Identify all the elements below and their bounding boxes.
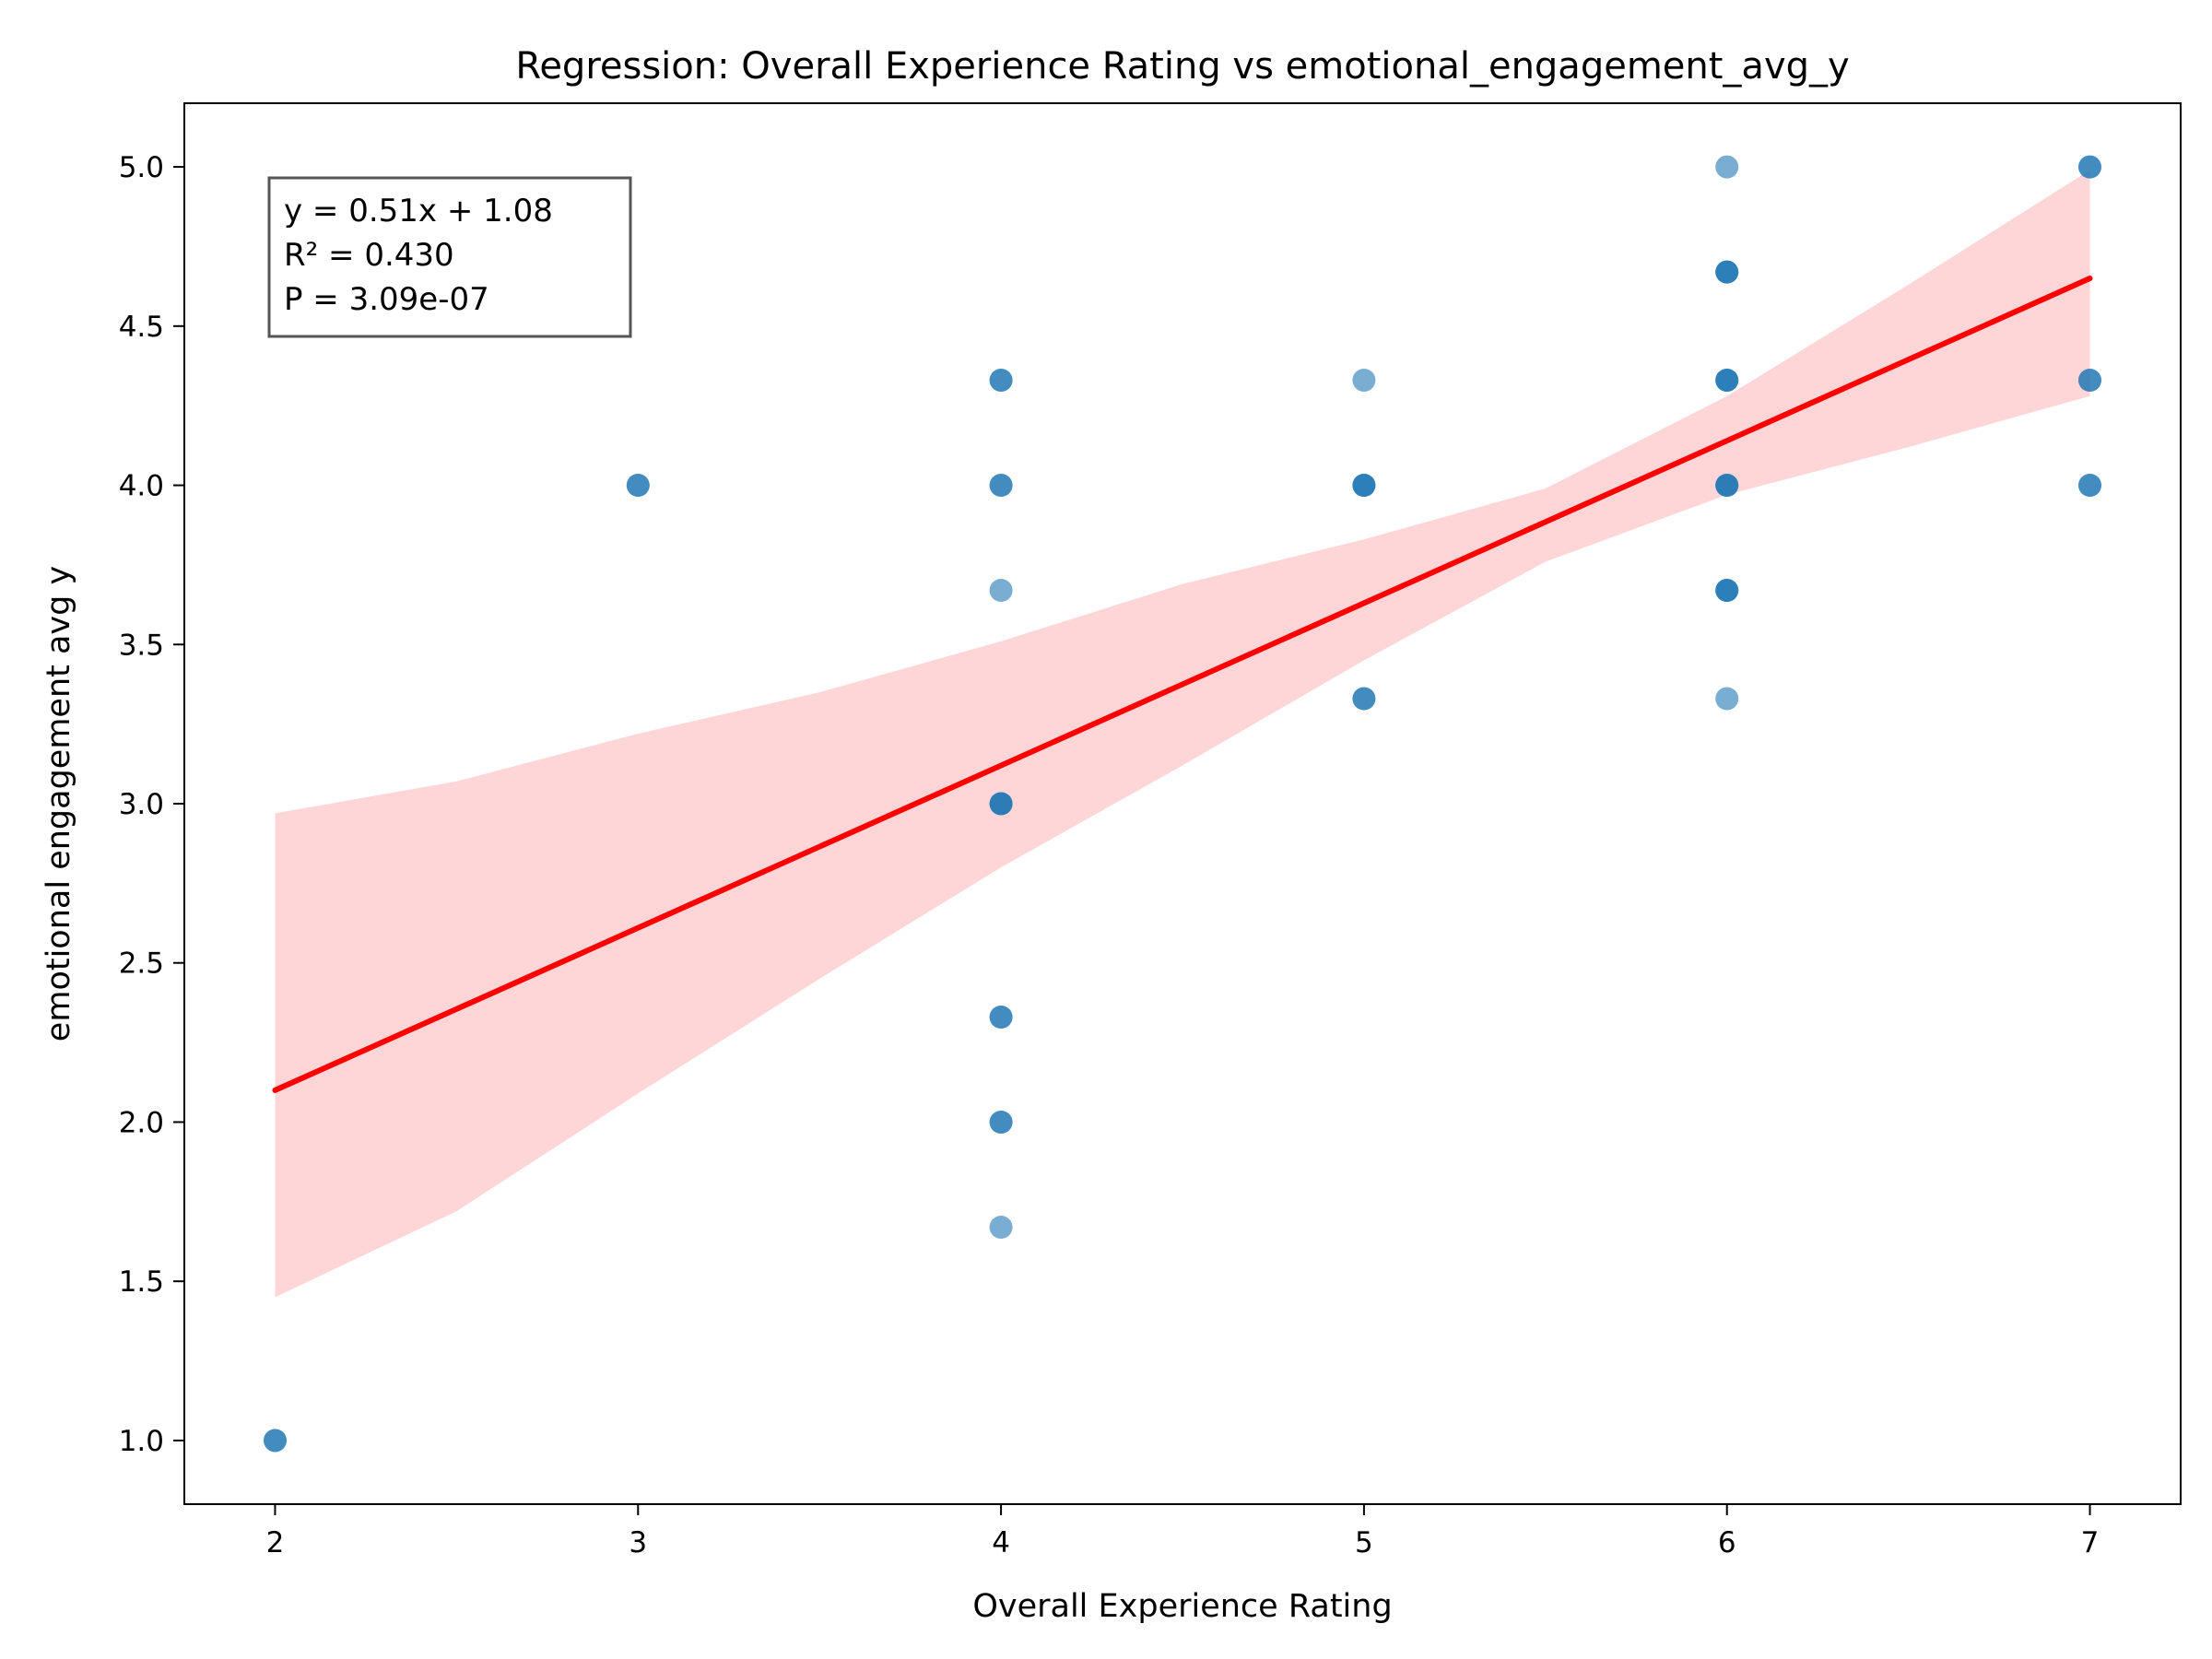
x-tick-label: 5	[1355, 1526, 1373, 1559]
confidence-band	[275, 170, 2090, 1298]
scatter-point	[264, 1429, 287, 1453]
scatter-point	[2078, 155, 2101, 179]
scatter-point	[1715, 155, 1739, 179]
scatter-point	[626, 474, 650, 497]
y-tick-label: 1.5	[119, 1265, 164, 1299]
y-tick-label: 1.0	[119, 1425, 164, 1458]
scatter-point	[989, 1111, 1013, 1134]
p-value: P = 3.09e-07	[284, 281, 489, 318]
scatter-point	[1352, 369, 1376, 392]
r-squared-value: R² = 0.430	[284, 237, 454, 274]
stats-box-frame	[267, 176, 632, 338]
scatter-point	[1352, 474, 1376, 497]
scatter-point	[989, 369, 1013, 392]
chart-title: Regression: Overall Experience Rating vs…	[515, 45, 1849, 88]
y-axis-ticks: 1.0 1.5 2.0 2.5 3.0 3.5 4.0 4.5 5.0	[119, 151, 184, 1458]
y-tick-label: 2.0	[119, 1106, 164, 1139]
y-tick-label: 3.0	[119, 788, 164, 821]
scatter-point	[989, 792, 1013, 816]
x-tick-label: 4	[992, 1526, 1010, 1559]
y-axis-label: emotional engagement avg y	[41, 566, 77, 1041]
x-tick-label: 2	[266, 1526, 285, 1559]
regression-equation: y = 0.51x + 1.08	[284, 193, 553, 229]
scatter-points-layer	[264, 155, 2101, 1453]
scatter-point	[989, 1216, 1013, 1239]
scatter-point	[1715, 369, 1739, 392]
regression-line-layer	[272, 276, 2093, 1093]
scatter-point	[989, 474, 1013, 497]
confidence-band-layer	[275, 170, 2090, 1298]
scatter-point	[1715, 687, 1739, 711]
scatter-point	[1715, 260, 1739, 284]
y-tick-label: 3.5	[119, 629, 164, 662]
y-tick-label: 4.5	[119, 311, 164, 344]
x-axis-label: Overall Experience Rating	[972, 1588, 1392, 1625]
scatter-point	[2078, 369, 2101, 392]
x-tick-label: 7	[2081, 1526, 2100, 1559]
regression-stats-box: y = 0.51x + 1.08 R² = 0.430 P = 3.09e-07	[267, 176, 632, 338]
scatter-point	[1715, 474, 1739, 497]
x-tick-label: 6	[1718, 1526, 1736, 1559]
y-tick-label: 4.0	[119, 470, 164, 503]
x-tick-label: 3	[629, 1526, 647, 1559]
regression-line	[272, 276, 2093, 1093]
scatter-point	[1715, 579, 1739, 602]
scatter-point	[2078, 474, 2101, 497]
y-tick-label: 2.5	[119, 947, 164, 981]
x-axis-ticks: 2 3 4 5 6 7	[266, 1504, 2100, 1559]
scatter-point	[989, 579, 1013, 602]
scatter-point	[1352, 687, 1376, 711]
scatter-point	[989, 1006, 1013, 1029]
y-tick-label: 5.0	[119, 151, 164, 184]
